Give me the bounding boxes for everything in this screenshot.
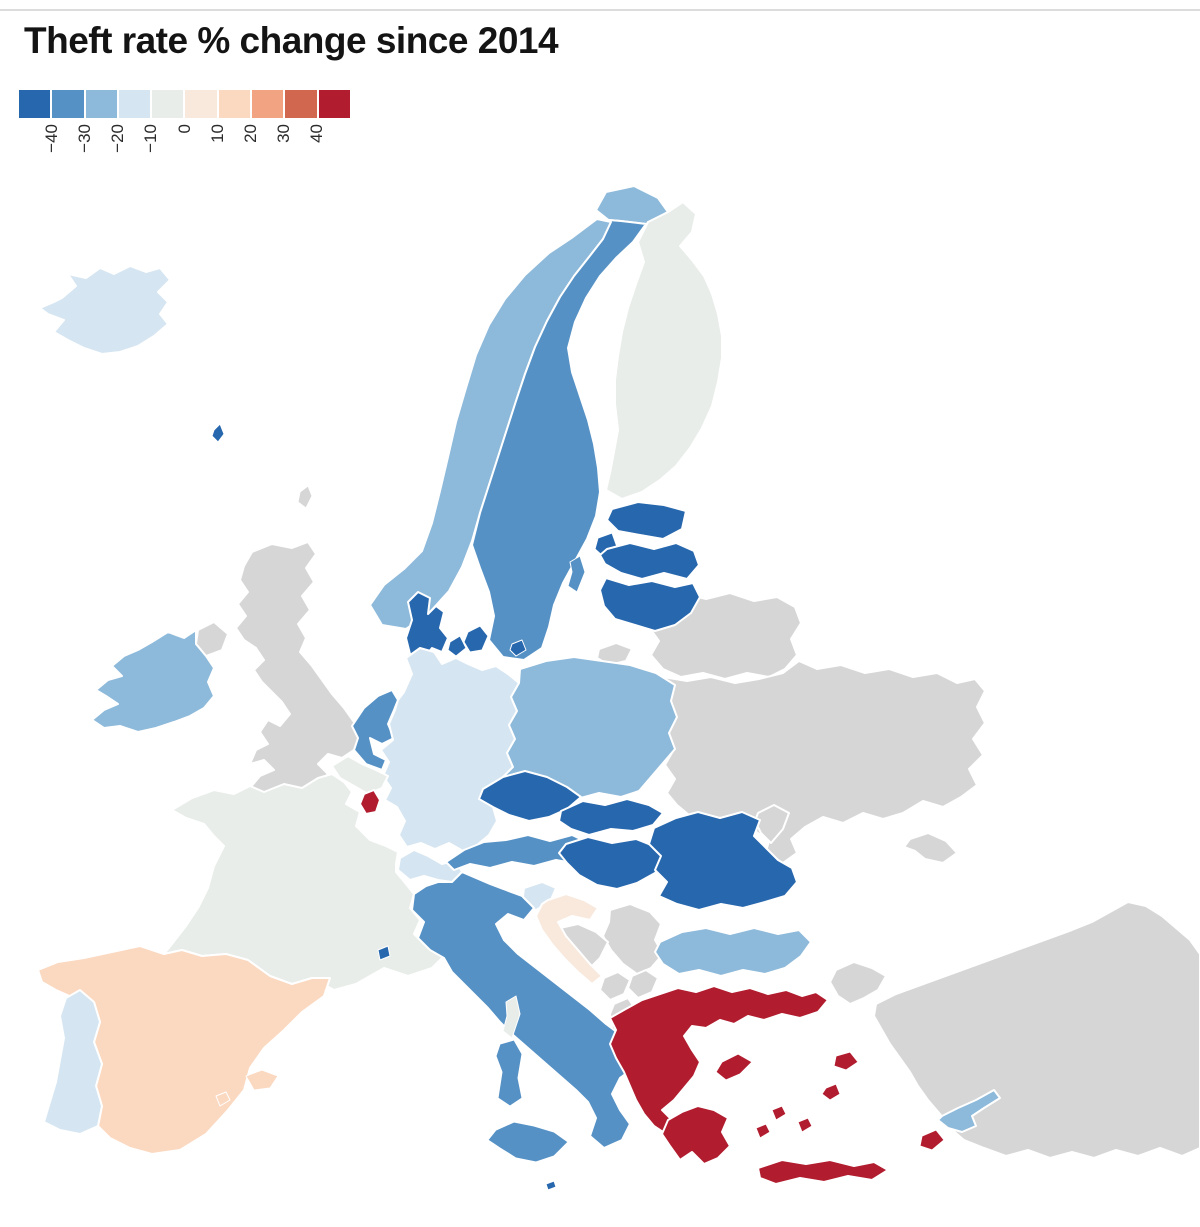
island-zealand-denmark[interactable] [463, 625, 489, 653]
country-poland[interactable] [500, 656, 678, 800]
country-sweden[interactable] [471, 218, 647, 661]
country-estonia[interactable] [606, 501, 687, 540]
island-ibiza-spain[interactable] [215, 1091, 231, 1107]
island-funen-denmark[interactable] [447, 635, 467, 657]
top-divider [0, 9, 1200, 11]
island-euboea-greece[interactable] [715, 1053, 753, 1081]
island-cyclades3-greece[interactable] [755, 1123, 771, 1139]
country-united-kingdom[interactable] [235, 541, 361, 795]
legend-swatch-6 [185, 90, 217, 118]
legend-swatch-9 [285, 90, 317, 118]
country-croatia[interactable] [535, 893, 603, 985]
country-bulgaria[interactable] [654, 927, 812, 977]
country-iceland[interactable] [39, 265, 171, 355]
legend-swatch-row [19, 90, 419, 118]
island-faroe[interactable] [211, 423, 225, 443]
country-luxembourg[interactable] [359, 789, 381, 815]
country-cyprus[interactable] [937, 1089, 1001, 1133]
legend-swatch-10 [318, 90, 350, 118]
country-malta[interactable] [545, 1180, 557, 1191]
legend-swatch-1 [19, 90, 51, 118]
country-belgium[interactable] [331, 755, 389, 795]
country-kosovo[interactable] [627, 969, 659, 999]
country-romania[interactable] [648, 811, 798, 911]
country-germany[interactable] [380, 647, 520, 852]
country-slovakia[interactable] [558, 798, 664, 836]
island-corsica-france[interactable] [502, 995, 521, 1039]
island-cyclades2-greece[interactable] [797, 1117, 813, 1133]
page-title: Theft rate % change since 2014 [24, 20, 559, 61]
island-sicily-italy[interactable] [487, 1121, 569, 1163]
island-bornholm-denmark[interactable] [509, 639, 527, 657]
island-mallorca-spain[interactable] [245, 1069, 279, 1091]
island-rhodes-greece[interactable] [919, 1129, 945, 1151]
island-chios-greece[interactable] [821, 1083, 841, 1101]
country-denmark[interactable] [405, 591, 449, 659]
country-montenegro[interactable] [599, 971, 631, 1001]
country-russia-crimea[interactable] [903, 832, 958, 864]
country-russia-kaliningrad[interactable] [596, 642, 633, 666]
legend-swatch-2 [52, 90, 84, 118]
country-finland[interactable] [605, 201, 723, 500]
island-lesbos-greece[interactable] [833, 1051, 859, 1071]
country-serbia[interactable] [602, 903, 664, 975]
country-turkey-thrace[interactable] [829, 961, 887, 1005]
island-gotland-sweden[interactable] [567, 555, 586, 593]
country-netherlands[interactable] [351, 689, 399, 771]
legend-swatch-7 [218, 90, 251, 118]
country-lithuania[interactable] [599, 577, 701, 632]
country-portugal[interactable] [43, 989, 103, 1135]
country-ireland[interactable] [91, 629, 215, 733]
country-greece[interactable] [609, 985, 829, 1135]
region-peloponnese-greece[interactable] [661, 1105, 731, 1165]
island-cyclades-greece[interactable] [771, 1105, 787, 1121]
legend-swatch-4 [118, 90, 151, 118]
legend-swatch-3 [85, 90, 117, 118]
island-crete-greece[interactable] [757, 1159, 889, 1185]
country-latvia[interactable] [599, 542, 700, 580]
country-spain[interactable] [37, 945, 331, 1155]
country-andorra[interactable] [377, 945, 391, 961]
country-turkey[interactable] [873, 901, 1200, 1159]
legend-swatch-8 [252, 90, 284, 118]
legend-swatch-5 [152, 90, 184, 118]
color-legend [19, 90, 419, 170]
island-sardinia-italy[interactable] [495, 1039, 523, 1107]
island-shetland-uk[interactable] [297, 485, 313, 509]
country-hungary[interactable] [558, 836, 668, 890]
